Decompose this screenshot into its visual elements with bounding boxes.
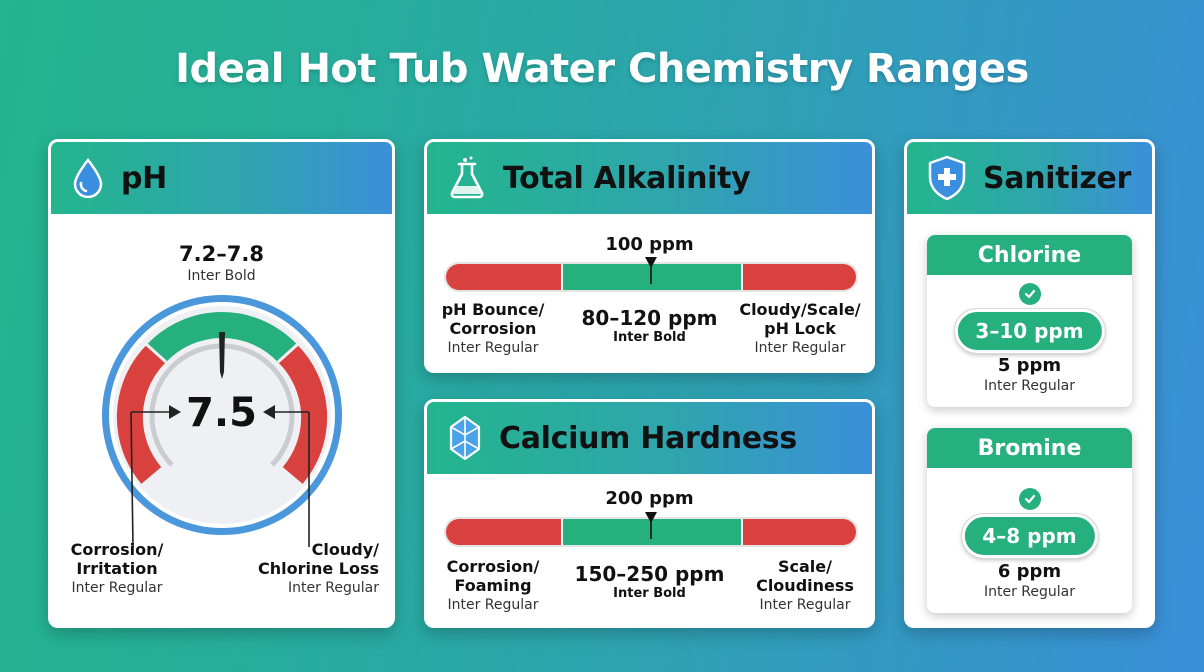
alkalinity-target: 100 ppm — [605, 234, 694, 255]
gauge-red-right — [277, 343, 328, 484]
chlorine-font-note: Inter Regular — [983, 378, 1075, 394]
calcium-left-label: Corrosion/ Foaming — [446, 557, 540, 595]
bromine-target: 6 ppm — [997, 561, 1062, 582]
alkalinity-ideal-segment — [561, 264, 743, 290]
alkalinity-right-font-note: Inter Regular — [754, 340, 846, 356]
ph-card-header: pH — [51, 142, 392, 214]
page-title: Ideal Hot Tub Water Chemistry Ranges — [175, 46, 1029, 92]
ph-value: 7.5 — [186, 390, 257, 436]
gauge-red-left — [116, 343, 167, 484]
bromine-font-note: Inter Regular — [983, 584, 1075, 600]
calcium-target: 200 ppm — [605, 488, 694, 509]
alkalinity-low-segment — [446, 264, 561, 290]
chlorine-check-icon — [1018, 283, 1041, 305]
bromine-check-icon — [1018, 488, 1041, 510]
chlorine-range: 3–10 ppm — [953, 308, 1106, 354]
gauge-green — [147, 312, 297, 363]
alkalinity-range: 80–120 ppm — [581, 306, 718, 330]
ph-header-title: pH — [121, 160, 167, 196]
alkalinity-left-font-note: Inter Regular — [447, 340, 539, 356]
alkalinity-right-label: Cloudy/Scale/ pH Lock — [739, 300, 861, 338]
ph-range: 7.2–7.8 — [179, 242, 264, 266]
crystal-icon — [447, 415, 483, 461]
ph-left-label: Corrosion/ Irritation — [70, 540, 164, 578]
calcium-range: 150–250 ppm — [574, 562, 725, 586]
ph-gauge — [102, 295, 342, 548]
gauge-needle — [219, 332, 225, 379]
alkalinity-left-label: pH Bounce/ Corrosion — [441, 300, 545, 338]
alkalinity-high-segment — [743, 264, 856, 290]
calcium-right-label: Scale/ Cloudiness — [756, 557, 854, 595]
calcium-low-segment — [446, 519, 561, 545]
calcium-right-font-note: Inter Regular — [759, 597, 851, 613]
alkalinity-range-font-note: Inter Bold — [613, 330, 686, 345]
chlorine-target: 5 ppm — [997, 355, 1062, 376]
ph-left-font-note: Inter Regular — [71, 580, 163, 596]
calcium-left-font-note: Inter Regular — [447, 597, 539, 613]
alkalinity-card-header: Total Alkalinity — [427, 142, 872, 214]
ph-range-font-note: Inter Bold — [187, 268, 256, 284]
calcium-range-font-note: Inter Bold — [613, 586, 686, 601]
calcium-marker — [645, 512, 657, 539]
alkalinity-header-title: Total Alkalinity — [503, 160, 751, 196]
ph-right-label: Cloudy/ Chlorine Loss — [257, 540, 379, 578]
water-drop-icon — [71, 158, 105, 198]
sanitizer-card: Sanitizer Chlorine 3–10 ppm 5 ppm Inter … — [904, 139, 1155, 628]
alkalinity-card: Total Alkalinity 100 ppm pH Bounce/ Corr… — [424, 139, 875, 373]
chlorine-card: Chlorine 3–10 ppm 5 ppm Inter Regular — [927, 235, 1132, 407]
ph-right-font-note: Inter Regular — [287, 580, 379, 596]
calcium-ideal-segment — [561, 519, 743, 545]
chlorine-title: Chlorine — [927, 235, 1132, 275]
calcium-high-segment — [743, 519, 856, 545]
shield-plus-icon — [927, 155, 967, 201]
bromine-range: 4–8 ppm — [960, 513, 1099, 559]
sanitizer-header-title: Sanitizer — [983, 160, 1132, 196]
alkalinity-marker — [645, 257, 657, 284]
calcium-header-title: Calcium Hardness — [499, 420, 797, 456]
flask-icon — [447, 156, 487, 200]
bromine-card: Bromine 4–8 ppm 6 ppm Inter Regular — [927, 428, 1132, 613]
sanitizer-card-header: Sanitizer — [907, 142, 1152, 214]
calcium-card: Calcium Hardness 200 ppm Corrosion/ Foam… — [424, 399, 875, 628]
ph-card: pH 7.2–7.8 Inter Bold 7.5 Corrosion/ Irr… — [48, 139, 395, 628]
bromine-title: Bromine — [927, 428, 1132, 468]
calcium-card-header: Calcium Hardness — [427, 402, 872, 474]
